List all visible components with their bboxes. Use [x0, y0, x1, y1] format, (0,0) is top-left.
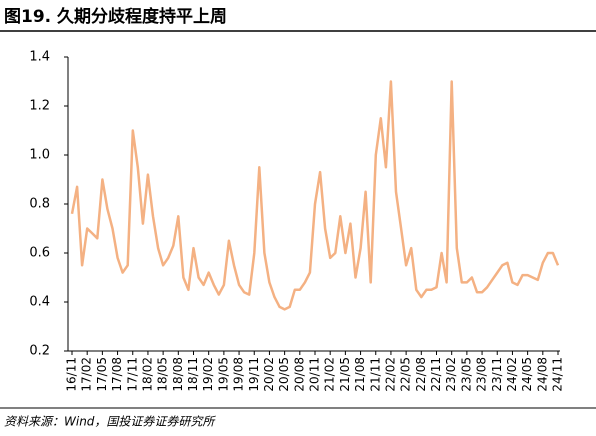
x-tick-label: 18/02	[140, 357, 154, 392]
data-line	[70, 80, 560, 311]
x-tick-label: 17/11	[125, 357, 139, 392]
y-tick-label: 0.6	[29, 246, 50, 261]
x-tick-label: 19/11	[247, 357, 261, 392]
chart-title: 图19. 久期分歧程度持平上周	[4, 6, 227, 27]
x-tick-label: 16/11	[65, 357, 79, 392]
x-tick-label: 20/11	[308, 357, 322, 392]
x-tick-label: 19/08	[232, 357, 246, 392]
x-tick-label: 21/11	[368, 357, 382, 392]
y-tick-label: 1.4	[29, 50, 50, 65]
source-note: 资料来源：Wind，国投证券证券研究所	[4, 415, 216, 429]
x-tick-label: 22/08	[414, 357, 428, 392]
x-tick-label: 24/05	[520, 357, 534, 392]
x-tick-label: 23/02	[444, 357, 458, 392]
y-tick-label: 1.0	[29, 148, 50, 163]
y-tick-label: 0.2	[29, 344, 50, 359]
x-tick-label: 21/05	[338, 357, 352, 392]
x-tick-label: 20/02	[262, 357, 276, 392]
x-tick-label: 18/05	[156, 357, 170, 392]
y-tick-label: 1.2	[29, 99, 50, 114]
x-tick-label: 21/08	[353, 357, 367, 392]
x-tick-label: 23/05	[459, 357, 473, 392]
x-tick-label: 22/11	[429, 357, 443, 392]
x-tick-label: 24/11	[551, 357, 565, 392]
x-tick-label: 18/11	[186, 357, 200, 392]
x-tick-label: 19/05	[216, 357, 230, 392]
x-tick-label: 19/02	[201, 357, 215, 392]
x-tick-label: 24/08	[535, 357, 549, 392]
y-tick-label: 0.8	[29, 197, 50, 212]
x-tick-label: 23/08	[475, 357, 489, 392]
y-tick-label: 0.4	[29, 295, 50, 310]
x-tick-label: 18/08	[171, 357, 185, 392]
x-tick-label: 21/02	[323, 357, 337, 392]
x-tick-label: 17/02	[80, 357, 94, 392]
x-tick-label: 22/05	[399, 357, 413, 392]
x-tick-label: 20/08	[292, 357, 306, 392]
x-tick-label: 17/05	[95, 357, 109, 392]
x-tick-label: 23/11	[490, 357, 504, 392]
x-tick-label: 17/08	[110, 357, 124, 392]
x-tick-label: 24/02	[505, 357, 519, 392]
x-tick-label: 20/05	[277, 357, 291, 392]
x-tick-label: 22/02	[383, 357, 397, 392]
